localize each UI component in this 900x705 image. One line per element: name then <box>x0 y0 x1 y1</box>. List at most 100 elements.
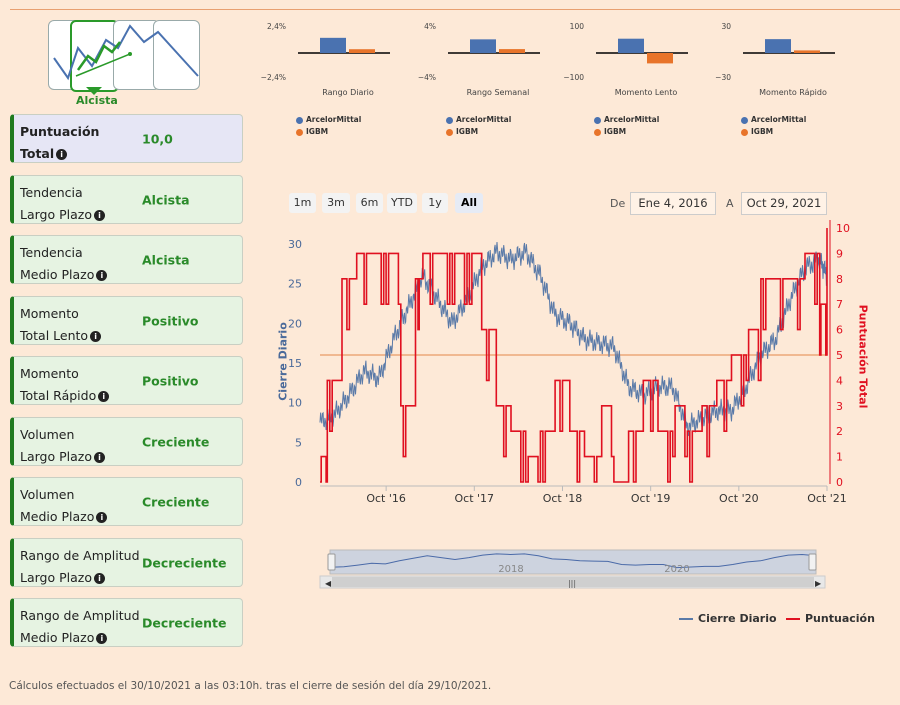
mini-legend-label: ArcelorMittal <box>306 115 362 124</box>
mini-legend-item[interactable]: IGBM <box>446 127 478 136</box>
range-button-3m[interactable]: 3m <box>322 193 350 213</box>
mini-bar-arcelormittal <box>765 39 791 53</box>
navigator-handle-left <box>327 553 336 571</box>
card-label-2: Total <box>20 146 55 161</box>
card-label-2: Medio Plazo <box>20 267 95 282</box>
card-amplitud-medio: Rango de Amplitud Medio Plazo i Decrecient… <box>10 598 243 647</box>
legend-dot <box>594 128 601 136</box>
range-button-all[interactable]: All <box>455 193 483 213</box>
navigator[interactable]: 2018 2020 ◀ ▶ ||| <box>0 540 900 595</box>
y-left-tick-label: 10 <box>288 397 302 410</box>
y-left-tick-label: 25 <box>288 278 302 291</box>
mini-ymax-label: 4% <box>424 22 436 31</box>
mini-ymax-label: 100 <box>569 22 584 31</box>
mini-legend-label: IGBM <box>456 127 479 136</box>
main-chart: 0 5 10 15 20 25 30 0 1 2 3 4 5 6 7 8 9 10 Oct '16 Oct '17 Oc… <box>288 220 850 505</box>
info-icon[interactable]: i <box>90 331 102 342</box>
info-icon[interactable]: i <box>93 452 105 463</box>
mini-legend-item[interactable]: ArcelorMittal <box>296 115 361 124</box>
info-icon[interactable]: i <box>96 633 108 644</box>
y-left-tick-label: 15 <box>288 357 302 370</box>
trend-signal-icon: Alcista <box>48 18 200 110</box>
card-label-2: Largo Plazo <box>20 570 92 585</box>
card-volumen-largo: Volumen Largo Plazo i Creciente <box>10 417 243 466</box>
range-button-6m[interactable]: 6m <box>356 193 383 213</box>
card-value: Decreciente <box>142 555 227 570</box>
legend-puntuacion[interactable]: Puntuación <box>786 612 875 625</box>
card-momento-rapido: Momento Total Rápido i Positivo <box>10 356 243 405</box>
info-icon[interactable]: i <box>98 391 110 402</box>
y-left-tick-label: 20 <box>288 317 302 330</box>
card-label-1: Volumen <box>20 427 75 442</box>
y-right-tick-label: 10 <box>836 222 850 235</box>
mini-bar-svg <box>596 38 688 64</box>
from-label: De <box>610 197 626 210</box>
mini-legend-label: ArcelorMittal <box>604 115 660 124</box>
y-right-tick-label: 9 <box>836 247 843 260</box>
mini-legend-label: IGBM <box>604 127 627 136</box>
mini-ymin-label: −100 <box>563 73 584 82</box>
from-date-input[interactable]: Ene 4, 2016 <box>630 192 716 215</box>
card-label-2: Medio Plazo <box>20 630 95 645</box>
y-right-tick-label: 1 <box>836 451 843 464</box>
mini-legend-item[interactable]: ArcelorMittal <box>594 115 659 124</box>
legend-cierre[interactable]: Cierre Diario <box>679 612 777 625</box>
mini-ymin-label: −30 <box>715 73 731 82</box>
mini-legend-item[interactable]: ArcelorMittal <box>446 115 511 124</box>
legend-swatch-blue <box>679 618 693 620</box>
y-left-tick-label: 0 <box>295 476 302 489</box>
card-label-2: Largo Plazo <box>20 449 92 464</box>
legend-dot <box>741 128 748 136</box>
signal-panel-bg <box>153 20 200 90</box>
mini-ymax-label: 30 <box>721 22 731 31</box>
mini-legend-item[interactable]: IGBM <box>741 127 773 136</box>
legend-label: Puntuación <box>805 612 875 625</box>
y-right-tick-label: 8 <box>836 273 843 286</box>
mini-bar-igbm <box>499 49 525 53</box>
info-icon[interactable]: i <box>93 210 105 221</box>
mini-bar-arcelormittal <box>320 37 346 53</box>
mini-ymin-label: −2,4% <box>260 73 286 82</box>
card-label-2: Medio Plazo <box>20 509 95 524</box>
range-button-1y[interactable]: 1y <box>422 193 448 213</box>
mini-legend-item[interactable]: ArcelorMittal <box>741 115 806 124</box>
mini-legend-item[interactable]: IGBM <box>296 127 328 136</box>
range-button-1m[interactable]: 1m <box>289 193 316 213</box>
info-icon[interactable]: i <box>96 512 108 523</box>
to-date-input[interactable]: Oct 29, 2021 <box>741 192 827 215</box>
y-right-tick-label: 2 <box>836 425 843 438</box>
navigator-series <box>329 553 817 569</box>
mini-ymax-label: 2,4% <box>266 22 286 31</box>
card-value: Creciente <box>142 494 210 509</box>
x-tick-label: Oct '18 <box>543 492 583 505</box>
x-tick-label: Oct '21 <box>807 492 847 505</box>
card-value: Positivo <box>142 313 199 328</box>
legend-dot <box>446 116 453 124</box>
card-value: Alcista <box>142 192 190 207</box>
mini-bar-arcelormittal <box>618 38 644 53</box>
mini-legend-item[interactable]: IGBM <box>594 127 626 136</box>
card-label-1: Puntuación <box>20 124 100 139</box>
card-value: Positivo <box>142 373 199 388</box>
range-button-ytd[interactable]: YTD <box>387 193 417 213</box>
legend-label: Cierre Diario <box>698 612 777 625</box>
signal-label: Alcista <box>76 94 118 107</box>
info-icon[interactable]: i <box>96 270 108 281</box>
card-value: Creciente <box>142 434 210 449</box>
navigator-year-label: 2018 <box>498 564 523 575</box>
info-icon[interactable]: i <box>93 573 105 584</box>
y-right-tick-label: 6 <box>836 324 843 337</box>
card-amplitud-largo: Rango de Amplitud Largo Plazo i Decrecient… <box>10 538 243 587</box>
card-value: Alcista <box>142 252 190 267</box>
navigator-window <box>329 549 817 575</box>
x-tick-label: Oct '19 <box>631 492 671 505</box>
card-label-1: Momento <box>20 366 79 381</box>
mini-bar-svg <box>743 39 835 54</box>
mini-chart-2: 100 −100 Momento Lento ArcelorMittal IGBM <box>548 18 688 138</box>
y-right-tick-label: 0 <box>836 476 843 489</box>
mini-bar-igbm <box>794 50 820 53</box>
mini-legend-label: IGBM <box>751 127 774 136</box>
info-icon[interactable]: i <box>56 149 68 160</box>
card-label-2: Total Lento <box>20 328 89 343</box>
mini-chart-1: 4% −4% Rango Semanal ArcelorMittal IGBM <box>400 18 540 138</box>
